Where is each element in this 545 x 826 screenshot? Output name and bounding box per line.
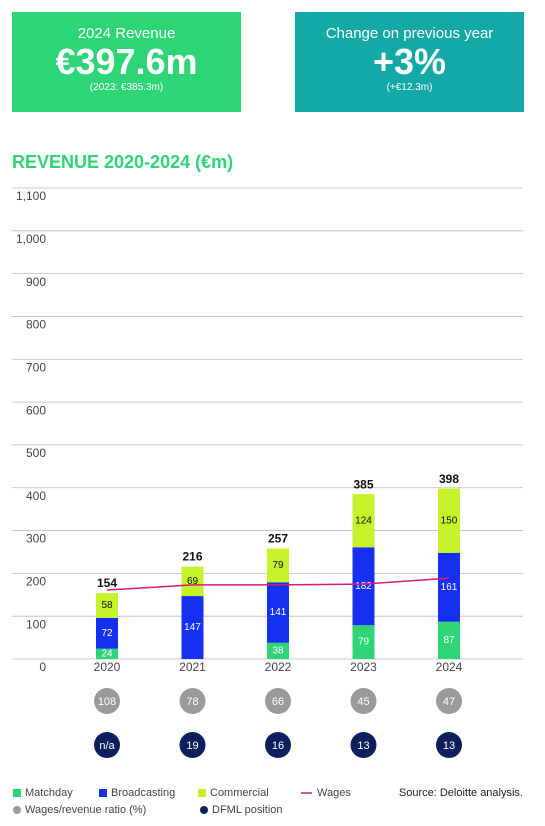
source: Source: Deloitte analysis.: [399, 787, 523, 799]
bar-segment: [96, 648, 118, 659]
y-tick-label: 600: [26, 403, 46, 417]
card-note: (2023: €385.3m): [89, 82, 164, 93]
card-label: 2024 Revenue: [77, 25, 176, 42]
bar-segment: [267, 582, 289, 643]
bar-segment: [438, 621, 460, 659]
row-value: 108: [98, 696, 116, 708]
row-circle: [94, 688, 120, 714]
bar-segment: [267, 642, 289, 659]
card-label: Change on previous year: [325, 25, 494, 42]
data-label: 150: [441, 515, 458, 526]
y-tick-label: 900: [26, 275, 46, 289]
row-circle: [179, 688, 206, 714]
wages-line: [106, 577, 450, 591]
y-tick-label: 0: [39, 660, 46, 674]
row-circle: [350, 732, 377, 758]
card-value: +3%: [372, 41, 447, 82]
row-circle: [179, 732, 206, 758]
revenue-card: 2024 Revenue €397.6m (2023: €385.3m): [12, 12, 241, 112]
y-tick-label: 300: [26, 532, 46, 546]
total-label: 385: [353, 477, 373, 491]
bar-segment: [181, 596, 204, 659]
row-value: 45: [357, 696, 369, 708]
x-tick-label: 2022: [265, 660, 292, 674]
x-tick-label: 2023: [350, 660, 377, 674]
data-label: 79: [358, 637, 370, 648]
legend-label: Commercial: [210, 787, 269, 799]
x-tick-label: 2024: [436, 660, 463, 674]
bar-segment: [181, 566, 204, 597]
row-value: 19: [186, 740, 198, 752]
legend-label: Broadcasting: [111, 787, 175, 799]
data-label: 141: [270, 607, 287, 618]
row-value: 66: [272, 696, 284, 708]
y-tick-label: 500: [26, 446, 46, 460]
total-label: 154: [97, 576, 117, 590]
y-tick-label: 100: [26, 617, 46, 631]
y-tick-label: 700: [26, 360, 46, 374]
row-circle: [265, 732, 291, 758]
row-value: 13: [357, 740, 369, 752]
total-label: 216: [182, 550, 202, 564]
data-label: 79: [272, 560, 284, 571]
data-label: 147: [184, 622, 201, 633]
data-label: 182: [355, 581, 372, 592]
legend-marker: [13, 789, 21, 797]
y-tick-label: 200: [26, 575, 46, 589]
data-label: 124: [355, 515, 372, 526]
bar-segment: [96, 617, 118, 649]
y-tick-label: 400: [26, 489, 46, 503]
row-value: 78: [186, 696, 198, 708]
y-tick-label: 800: [26, 318, 46, 332]
bar-segment: [352, 547, 375, 626]
row-circle: [94, 732, 120, 758]
row-circle: [350, 688, 377, 714]
x-tick-label: 2021: [179, 660, 206, 674]
legend-marker: [200, 806, 208, 814]
row-circle: [436, 688, 462, 714]
data-label: 38: [272, 646, 284, 657]
legend-marker: [198, 789, 206, 797]
data-label: 87: [443, 635, 455, 646]
legend-label: Wages: [317, 787, 351, 799]
legend-label: Wages/revenue ratio (%): [25, 804, 146, 816]
data-label: 161: [441, 582, 458, 593]
bar-segment: [352, 625, 375, 659]
card-value: €397.6m: [55, 41, 198, 82]
y-tick-label: 1,100: [16, 189, 46, 203]
row-value: 16: [272, 740, 284, 752]
x-tick-label: 2020: [94, 660, 121, 674]
y-tick-label: 1,000: [16, 232, 46, 246]
legend-marker: [99, 789, 107, 797]
row-circle: [436, 732, 462, 758]
card-note: (+€12.3m): [386, 82, 433, 93]
change-card: Change on previous year +3% (+€12.3m): [295, 12, 524, 112]
data-label: 72: [101, 628, 113, 639]
bar-segment: [96, 593, 118, 618]
row-value: 13: [443, 740, 455, 752]
data-label: 24: [101, 649, 113, 660]
data-label: 58: [101, 600, 113, 611]
legend-marker: [13, 806, 21, 814]
row-value: n/a: [99, 740, 115, 752]
total-label: 398: [439, 472, 459, 486]
bar-segment: [438, 488, 460, 553]
total-label: 257: [268, 532, 288, 546]
legend-label: Matchday: [25, 787, 73, 799]
bar-segment: [352, 494, 375, 548]
row-circle: [265, 688, 291, 714]
data-label: 69: [187, 576, 199, 587]
legend-label: DFML position: [212, 804, 283, 816]
bar-segment: [438, 552, 460, 622]
chart-title: REVENUE 2020-2024 (€m): [12, 152, 233, 172]
bar-segment: [267, 548, 289, 583]
row-value: 47: [443, 696, 455, 708]
